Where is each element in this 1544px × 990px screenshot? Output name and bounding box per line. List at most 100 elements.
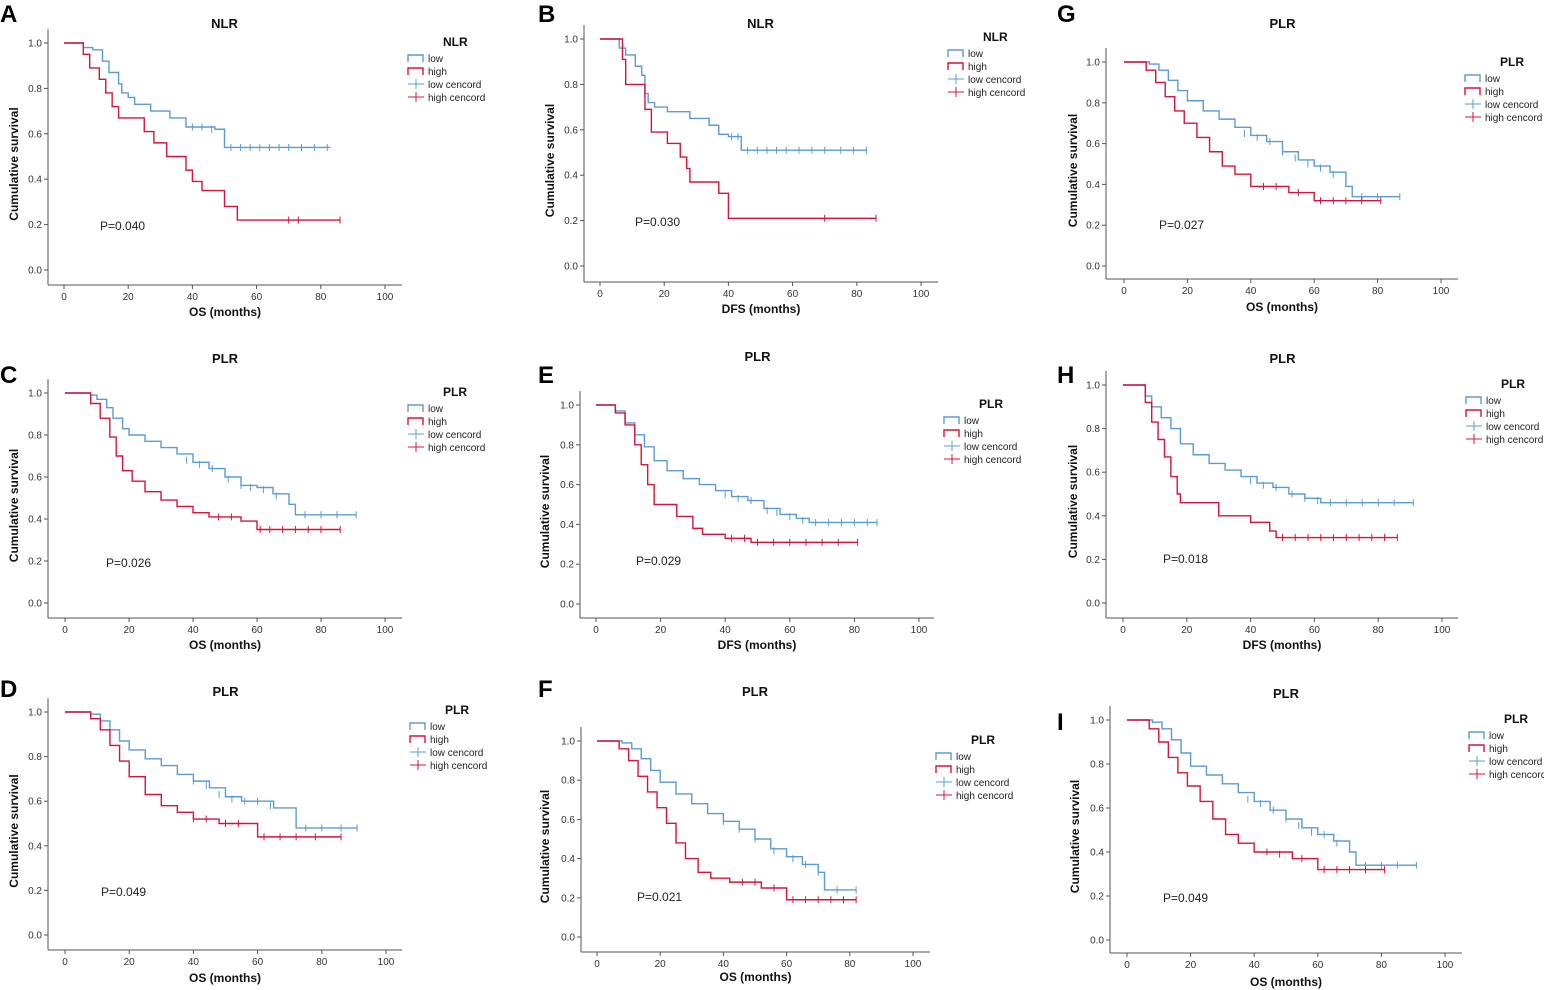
legend-title: PLR	[443, 385, 467, 399]
y-axis-label: Cumulative survival	[1068, 780, 1082, 893]
x-tick-label: 0	[62, 957, 68, 968]
x-axis-label: OS (months)	[189, 971, 261, 985]
y-tick-label: 0.4	[1090, 848, 1104, 859]
x-tick-label: 20	[123, 625, 135, 636]
panel-letter: I	[1057, 709, 1064, 736]
x-tick-label: 0	[597, 289, 603, 300]
x-tick-label: 0	[594, 959, 600, 970]
x-tick-label: 40	[188, 957, 200, 968]
legend-entry: low cencord	[428, 80, 481, 91]
survival-curve-high	[597, 740, 857, 901]
legend: PLR low high low cencord high cencord	[1468, 712, 1544, 781]
legend-title: PLR	[971, 733, 995, 747]
y-tick-label: 0.0	[560, 600, 574, 611]
legend-swatch-low	[935, 752, 952, 760]
legend-entry: low cencord	[1486, 422, 1539, 433]
y-axis-label: Cumulative survival	[1066, 445, 1080, 558]
p-value: P=0.021	[637, 890, 682, 904]
panel-letter: B	[538, 1, 555, 28]
legend-title: PLR	[979, 397, 1003, 411]
x-axis-label: DFS (months)	[718, 638, 797, 652]
legend-entry: high cencord	[956, 791, 1013, 802]
y-tick-label: 0.6	[561, 815, 575, 826]
legend-entry: high	[964, 429, 983, 440]
legend-swatch-low	[1465, 396, 1482, 404]
chart-title: PLR	[742, 684, 769, 699]
chart-title: PLR	[1270, 351, 1297, 366]
y-tick-label: 0.6	[1086, 139, 1100, 150]
chart-title: PLR	[213, 684, 240, 699]
legend-entry: low	[1486, 396, 1502, 407]
legend-title: PLR	[1504, 712, 1528, 726]
x-tick-label: 60	[1309, 286, 1321, 297]
survival-curve-high	[600, 38, 877, 220]
x-tick-label: 100	[911, 625, 928, 636]
y-tick-label: 0.8	[28, 84, 42, 95]
y-tick-label: 0.4	[560, 520, 574, 531]
survival-curve-high	[596, 404, 858, 544]
x-tick-label: 0	[62, 625, 68, 636]
legend-title: PLR	[1501, 377, 1525, 391]
y-tick-label: 0.6	[560, 480, 574, 491]
legend-entry: high cencord	[428, 443, 485, 454]
legend-swatch-low	[407, 54, 424, 62]
x-tick-label: 80	[844, 959, 856, 970]
x-tick-label: 40	[187, 292, 199, 303]
x-axis-label: OS (months)	[189, 638, 261, 652]
panel-b: B NLR 0 20 40 60 80 100 0.0 0.2 0.4 0.6 0.8 1.0 DFS (m…	[538, 1, 1025, 316]
y-tick-label: 0.0	[28, 266, 42, 277]
legend-entry: low	[1489, 731, 1505, 742]
y-axis-label: Cumulative survival	[7, 449, 21, 562]
legend-entry: low	[968, 49, 984, 60]
x-tick-label: 60	[252, 957, 264, 968]
legend-entry: low cencord	[964, 442, 1017, 453]
legend-entry: high	[428, 417, 447, 428]
y-tick-label: 0.8	[560, 440, 574, 451]
x-tick-label: 20	[1185, 960, 1197, 971]
legend-entry: high	[1489, 744, 1508, 755]
x-tick-label: 80	[315, 292, 327, 303]
legend-entry: high	[968, 62, 987, 73]
survival-curve-high	[65, 392, 341, 531]
legend-entry: low cencord	[430, 748, 483, 759]
legend-entry: high cencord	[430, 761, 487, 772]
p-value: P=0.018	[1163, 552, 1208, 566]
x-tick-label: 0	[1120, 625, 1126, 636]
legend-swatch-high	[409, 735, 426, 743]
y-tick-label: 0.8	[28, 431, 42, 442]
panel-e: E PLR 0 20 40 60 80 100 0.0 0.2 0.4 0.6 0.8 1.0 DFS (m…	[538, 349, 1021, 652]
y-tick-label: 0.2	[28, 886, 42, 897]
legend-entry: low	[428, 404, 444, 415]
x-tick-label: 100	[1433, 286, 1450, 297]
panel-letter: D	[0, 676, 17, 703]
legend-entry: high	[956, 765, 975, 776]
legend-entry: high cencord	[1489, 770, 1544, 781]
x-tick-label: 0	[1124, 960, 1130, 971]
legend-entry: low cencord	[428, 430, 481, 441]
survival-curve-low	[1123, 384, 1414, 504]
y-tick-label: 1.0	[28, 39, 42, 50]
x-axis-label: OS (months)	[720, 970, 792, 984]
y-tick-label: 0.0	[1086, 599, 1100, 610]
y-axis-label: Cumulative survival	[538, 455, 552, 568]
legend-swatch-low	[943, 416, 960, 424]
y-axis-label: Cumulative survival	[7, 107, 21, 220]
legend-title: NLR	[443, 35, 468, 49]
y-tick-label: 0.4	[28, 841, 42, 852]
legend: PLR low high low cencord high cencord	[407, 385, 485, 454]
legend-swatch-high	[407, 417, 424, 425]
x-tick-label: 100	[378, 957, 395, 968]
x-tick-label: 40	[1245, 625, 1257, 636]
survival-curve-high	[1127, 719, 1385, 871]
x-tick-label: 20	[655, 625, 667, 636]
y-tick-label: 1.0	[564, 35, 578, 46]
panel-f: F PLR 0 20 40 60 80 100 0.0 0.2 0.4 0.6 0.8 1.0 OS (mo…	[538, 676, 1013, 984]
x-tick-label: 60	[251, 625, 263, 636]
y-tick-label: 0.0	[28, 599, 42, 610]
x-tick-label: 0	[1121, 286, 1127, 297]
panel-letter: F	[538, 676, 553, 703]
legend-swatch-high	[943, 429, 960, 437]
legend-entry: low	[956, 752, 972, 763]
y-tick-label: 0.8	[1090, 760, 1104, 771]
legend-entry: low	[964, 416, 980, 427]
